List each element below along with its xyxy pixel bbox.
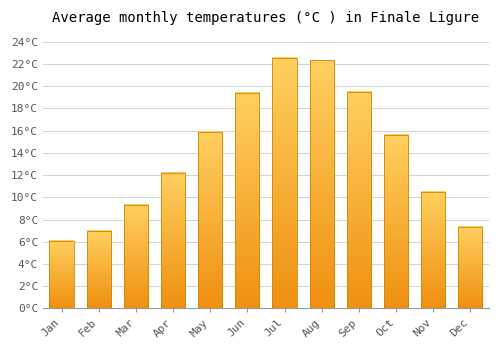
Bar (310, 61, 334, 308)
Bar (124, 205, 148, 308)
Bar (236, 93, 260, 308)
Bar (272, 58, 296, 308)
Bar (421, 192, 445, 308)
Bar (161, 173, 185, 308)
Bar (384, 135, 408, 308)
Bar (198, 132, 222, 308)
Bar (50, 241, 74, 308)
Bar (458, 227, 482, 308)
Title: Average monthly temperatures (°C ) in Finale Ligure: Average monthly temperatures (°C ) in Fi… (52, 11, 480, 25)
Bar (347, 92, 371, 308)
Bar (86, 231, 111, 308)
